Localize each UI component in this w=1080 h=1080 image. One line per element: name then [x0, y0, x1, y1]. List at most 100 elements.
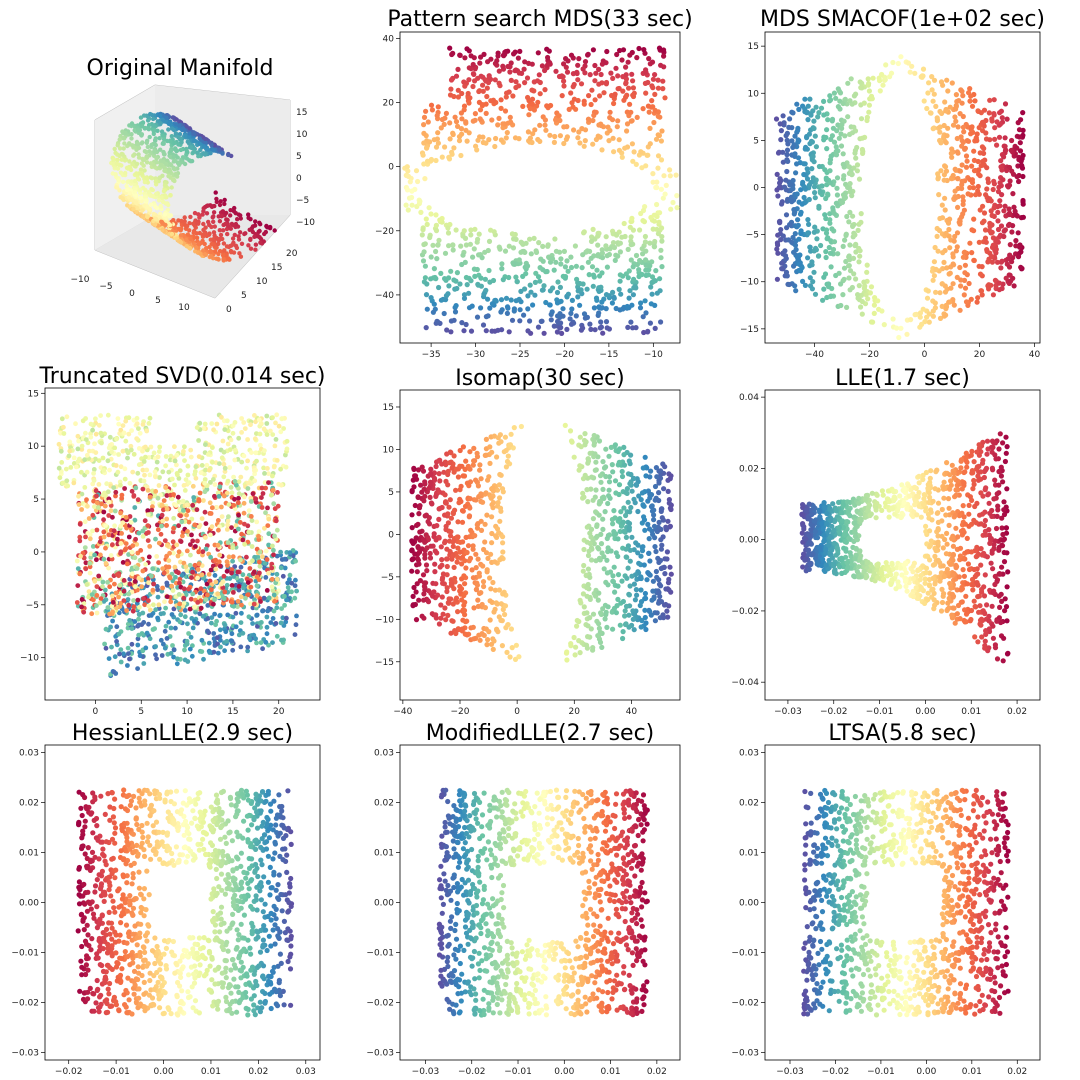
data-point — [853, 249, 859, 255]
data-point — [434, 318, 440, 324]
data-point — [569, 306, 575, 312]
data-point — [997, 198, 1003, 204]
data-point — [405, 207, 411, 213]
data-point — [219, 514, 225, 519]
data-point — [866, 102, 873, 108]
data-point — [983, 239, 989, 245]
data-point — [143, 645, 149, 651]
data-point — [287, 572, 293, 578]
data-point — [193, 475, 199, 481]
data-point — [557, 249, 563, 255]
data-point — [447, 136, 453, 142]
data-point — [566, 106, 572, 112]
data-point — [477, 637, 483, 643]
data-point — [87, 570, 93, 576]
data-point — [212, 482, 218, 487]
data-point — [634, 114, 640, 120]
data-point — [532, 279, 539, 285]
data-point — [841, 194, 848, 200]
data-point — [146, 421, 152, 426]
data-point — [76, 502, 82, 507]
data-point — [121, 588, 127, 594]
data-point — [479, 255, 485, 261]
data-point — [1001, 208, 1007, 214]
data-point — [926, 319, 932, 325]
data-point — [414, 569, 420, 575]
data-point — [284, 615, 289, 621]
data-point — [821, 98, 827, 104]
data-point — [610, 289, 616, 295]
data-point — [859, 311, 865, 317]
data-point — [796, 106, 802, 112]
data-point — [110, 618, 115, 624]
data-point — [972, 98, 978, 104]
data-point — [611, 100, 617, 107]
data-point — [474, 522, 480, 528]
data-point — [964, 158, 970, 164]
data-point — [76, 493, 81, 499]
data-point — [537, 91, 543, 97]
data-point — [861, 285, 868, 291]
data-point — [1002, 203, 1008, 209]
data-point — [185, 508, 191, 514]
data-point — [405, 173, 412, 179]
data-point — [177, 619, 183, 625]
data-point — [801, 161, 807, 167]
data-point — [169, 583, 175, 589]
data-point — [939, 303, 945, 309]
data-point — [1016, 178, 1022, 185]
data-point — [430, 593, 436, 599]
data-point — [236, 495, 241, 501]
data-point — [807, 96, 813, 102]
data-point — [662, 556, 668, 562]
data-point — [616, 286, 622, 292]
data-point — [221, 461, 227, 467]
data-point — [201, 498, 206, 503]
data-point — [952, 188, 958, 194]
data-point — [132, 505, 138, 510]
data-point — [571, 127, 577, 133]
data-point — [167, 574, 172, 580]
data-point — [980, 203, 986, 209]
data-point — [106, 445, 112, 451]
data-point — [268, 492, 274, 498]
data-point — [434, 113, 440, 119]
data-point — [269, 565, 275, 571]
data-point — [146, 580, 151, 586]
data-point — [107, 467, 112, 473]
data-point — [284, 446, 290, 452]
data-point — [240, 537, 246, 543]
data-point — [145, 512, 151, 517]
data-point — [450, 242, 456, 248]
data-point — [246, 614, 252, 620]
data-point — [124, 608, 129, 613]
data-point — [599, 299, 605, 305]
data-point — [774, 171, 780, 177]
data-point — [136, 612, 142, 617]
data-point — [957, 307, 963, 313]
data-point — [231, 503, 237, 508]
data-point — [480, 88, 486, 94]
data-point — [257, 570, 262, 576]
data-point — [791, 249, 797, 255]
data-point — [142, 518, 148, 524]
data-point — [230, 430, 236, 436]
data-point — [603, 306, 609, 312]
data-point — [434, 136, 440, 142]
data-point — [852, 243, 858, 249]
data-point — [661, 173, 667, 179]
data-point — [145, 488, 151, 493]
data-point — [830, 246, 837, 253]
data-point — [424, 221, 430, 227]
data-point — [466, 100, 472, 106]
data-point — [662, 571, 668, 577]
data-point — [568, 264, 575, 271]
data-point — [585, 499, 591, 505]
data-point — [423, 292, 430, 298]
data-point — [137, 653, 143, 659]
data-point — [215, 542, 221, 548]
data-point — [86, 448, 92, 454]
data-point — [526, 60, 532, 66]
data-point — [279, 637, 284, 643]
data-point — [952, 233, 958, 240]
